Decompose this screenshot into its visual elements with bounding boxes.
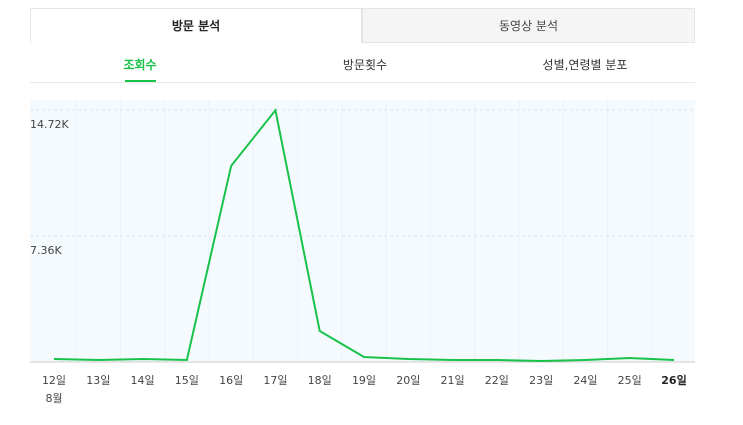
x-tick-label: 16일 — [219, 373, 243, 387]
tab[interactable]: 방문 분석 — [30, 8, 362, 43]
subtab[interactable]: 방문횟수 — [342, 58, 388, 72]
x-tick-label: 19일 — [352, 373, 376, 387]
x-tick-label: 13일 — [86, 373, 110, 387]
x-tick-label: 23일 — [529, 373, 553, 387]
divider — [30, 82, 695, 83]
x-tick-label: 12일 — [42, 373, 66, 387]
x-tick-label: 14일 — [131, 373, 155, 387]
x-tick-label: 18일 — [308, 373, 332, 387]
x-tick-label: 25일 — [618, 373, 642, 387]
x-tick-label: 17일 — [263, 373, 287, 387]
plot-background — [30, 100, 695, 362]
subtab[interactable]: 성별,연령별 분포 — [542, 58, 628, 72]
y-tick-label: 7.36K — [30, 244, 62, 257]
x-tick-label: 21일 — [441, 373, 465, 387]
data-line — [53, 107, 675, 362]
subtab[interactable]: 조회수 — [123, 58, 157, 72]
x-tick-label: 24일 — [573, 373, 597, 387]
active-underline — [125, 80, 156, 82]
y-tick-label: 14.72K — [30, 118, 69, 131]
x-tick-label: 15일 — [175, 373, 199, 387]
x-tick-label: 26일 — [661, 373, 686, 387]
x-tick-label: 20일 — [396, 373, 420, 387]
month-label: 8월 — [45, 392, 62, 405]
x-tick-label: 22일 — [485, 373, 509, 387]
tab[interactable]: 동영상 분석 — [362, 8, 695, 43]
